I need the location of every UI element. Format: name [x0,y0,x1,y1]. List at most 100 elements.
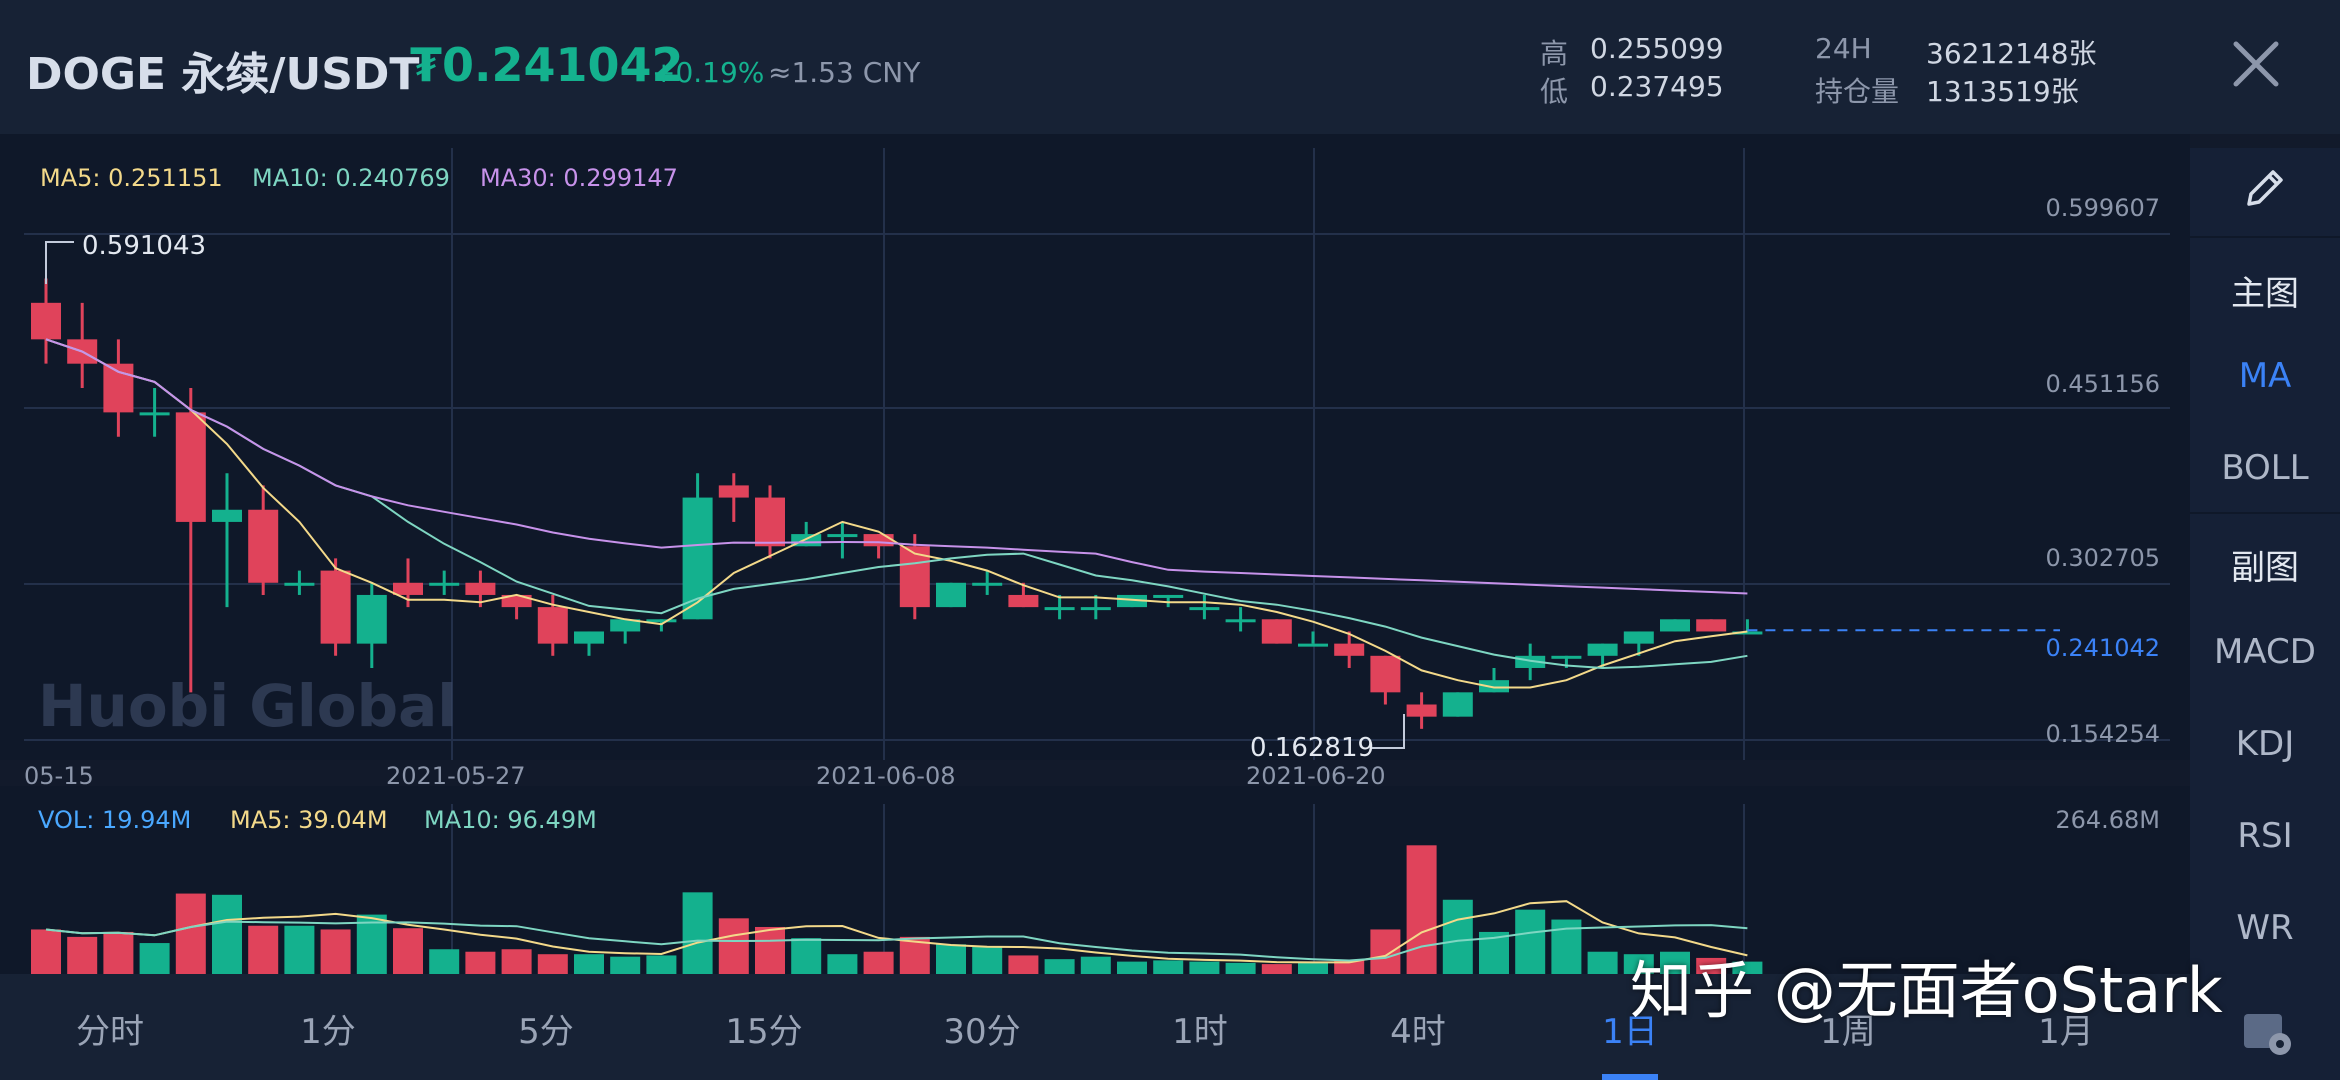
tab-1week[interactable]: 1周 [1820,1012,1876,1052]
candle-body [1225,619,1256,623]
volume-bar [827,954,858,974]
volume-bar [393,928,423,974]
candle-body [936,582,966,608]
tab-time-sharing[interactable]: 分时 [76,1012,144,1052]
main-chart-heading: 主图 [2231,274,2299,314]
candle-body [1189,607,1220,611]
candle-body [1117,594,1147,608]
candle-body [755,497,785,547]
candle-body [718,485,749,498]
vol24-label: 24H [1815,32,1872,65]
panel-divider [2190,512,2340,514]
volume-bar [1153,960,1184,974]
huobi-watermark: Huobi Global [38,672,458,740]
price-axis-label: 0.241042 [2045,634,2160,662]
volume-bar [1189,961,1220,974]
last-price: ₮0.241042 [410,38,684,92]
max-marker-leader [45,241,74,284]
tab-1day[interactable]: 1日 [1602,1012,1658,1052]
tab-1min[interactable]: 1分 [300,1012,356,1052]
pair-title[interactable]: DOGE 永续/USDT [26,49,420,100]
candle-body [284,582,315,586]
candle-body [1080,607,1111,611]
volume-bar [1080,956,1111,974]
volume-bar [1442,899,1473,974]
indicator-boll[interactable]: BOLL [2221,448,2309,488]
indicator-wr[interactable]: WR [2236,908,2294,948]
vol24-value: 36212148张 [1926,37,2097,70]
date-axis-label: 05-15 [24,762,94,790]
volume-bar [682,892,713,974]
candle-body [574,631,604,644]
price-change: +0.19% [652,56,765,89]
indicator-rsi[interactable]: RSI [2237,816,2293,856]
indicator-kdj[interactable]: KDJ [2235,724,2295,764]
volume-bar [284,925,315,974]
vol-ma10-line [45,920,1748,962]
candle-body [1370,655,1401,693]
active-tab-indicator [1602,1074,1658,1080]
edit-icon[interactable] [2190,162,2340,223]
legend-vol-ma5: MA5: 39.04M [230,806,388,834]
legend-ma10: MA10: 0.240769 [252,164,450,192]
low-value: 0.237495 [1590,70,1724,103]
candlestick-chart[interactable]: 0.599607 0.451156 0.302705 0.241042 0.154254… [0,134,2190,974]
candle-body [1587,643,1618,656]
sub-chart-heading: 副图 [2231,548,2299,588]
candle-body [139,412,170,416]
volume-bar [1117,961,1147,974]
candle-body [1044,607,1075,611]
price-axis-label: 0.302705 [2045,544,2160,572]
date-axis-label: 2021-06-20 [1246,762,1385,790]
candle-body [863,534,894,547]
volume-bar [1298,962,1328,974]
tab-1hour[interactable]: 1时 [1172,1012,1228,1052]
price-axis-label: 0.154254 [2045,720,2160,748]
candle-body [972,582,1003,586]
volume-bar [356,914,387,974]
candle-body [212,509,242,522]
volume-bar [791,938,822,974]
tab-30min[interactable]: 30分 [943,1012,1021,1052]
tab-15min[interactable]: 15分 [725,1012,803,1052]
candle-body [1479,680,1509,693]
volume-bar [863,951,894,974]
candle-body [1406,704,1437,717]
legend-vol: VOL: 19.94M [38,806,192,834]
legend-vol-ma10: MA10: 96.49M [424,806,597,834]
chart-settings-icon[interactable] [2236,1000,2296,1060]
volume-bar [501,949,532,974]
volume-bar [1334,960,1365,974]
oi-label: 持仓量 [1815,75,1900,108]
date-axis-label: 2021-05-27 [386,762,525,790]
volume-bar [175,893,206,974]
cny-price: ≈1.53 CNY [768,56,921,89]
tab-1month[interactable]: 1月 [2038,1012,2094,1052]
close-icon[interactable] [2226,34,2286,94]
chart-area[interactable]: 0.599607 0.451156 0.302705 0.241042 0.154254… [0,134,2190,974]
tab-4hour[interactable]: 4时 [1390,1012,1446,1052]
volume-bar [465,951,496,974]
candle-body [1551,655,1582,659]
indicator-panel: 主图 MA BOLL 副图 MACD KDJ RSI WR [2190,148,2340,1080]
high-value: 0.255099 [1590,32,1724,65]
indicator-macd[interactable]: MACD [2214,632,2316,672]
legend-ma5: MA5: 0.251151 [40,164,223,192]
volume-bar [1623,954,1654,974]
tab-5min[interactable]: 5分 [518,1012,574,1052]
volume-bar [1370,929,1401,974]
candle-body [1334,643,1365,656]
ma30-line [45,338,1748,595]
low-label: 低 [1540,75,1569,108]
candle-body [1623,631,1654,644]
volume-bar [1225,962,1256,974]
candle-body [501,594,532,608]
indicator-ma[interactable]: MA [2238,356,2292,396]
volume-bar [936,944,966,974]
volume-bar [574,954,604,974]
legend-ma30: MA30: 0.299147 [480,164,678,192]
volume-bar [1732,961,1763,974]
volume-bar [429,949,460,974]
candle-body [393,582,423,595]
